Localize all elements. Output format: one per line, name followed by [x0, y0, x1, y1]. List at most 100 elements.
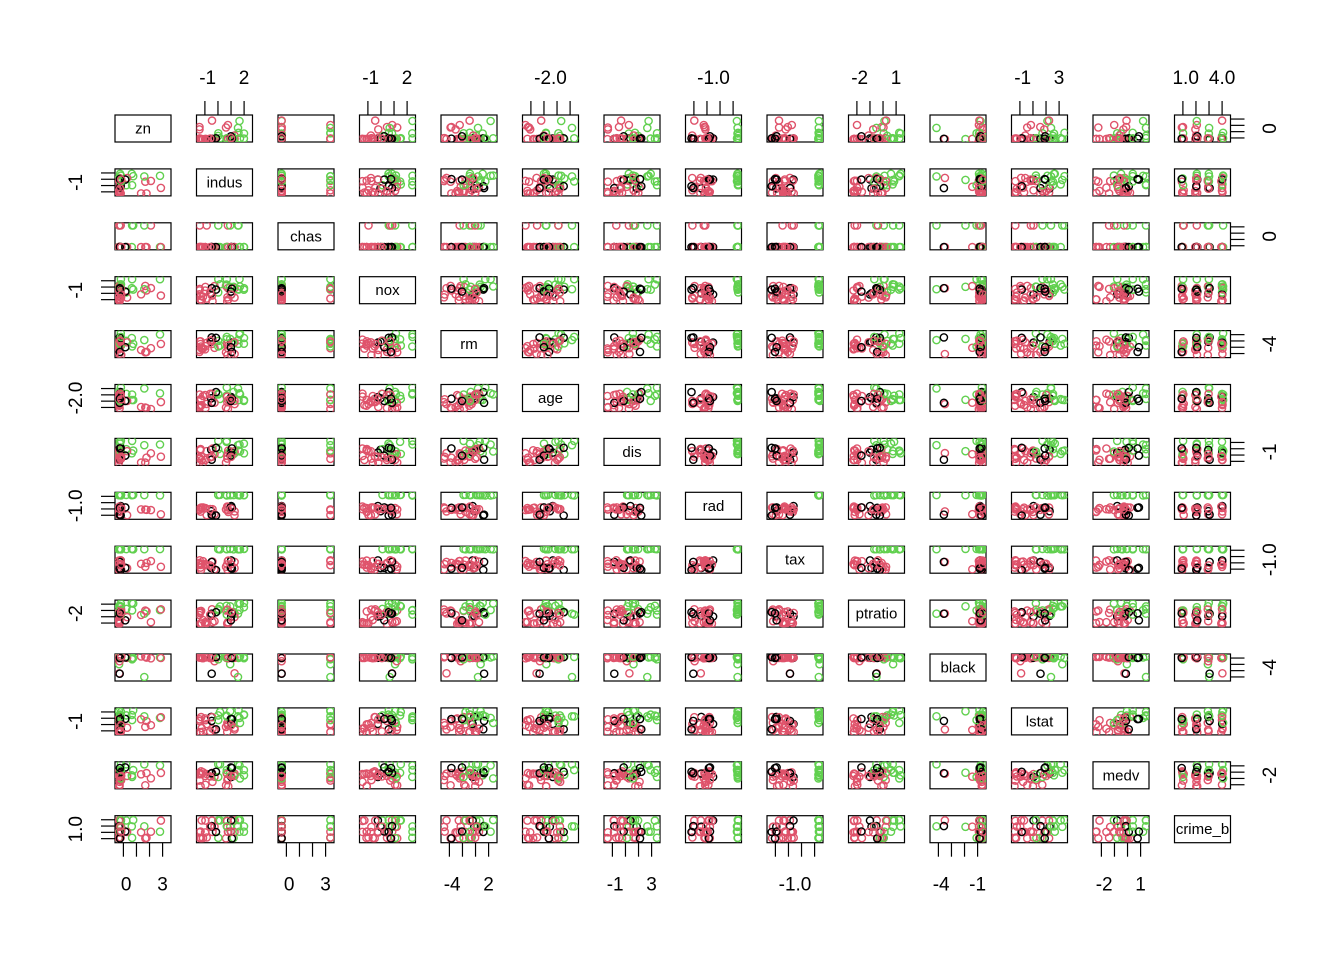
data-point [933, 337, 940, 344]
data-point [157, 184, 164, 191]
data-point [208, 117, 215, 124]
panel-indus-vs-tax [767, 169, 824, 197]
panel-frame [278, 169, 334, 196]
panel-rm-vs-rm: rm [441, 331, 497, 358]
panel-age-vs-chas [278, 384, 334, 413]
variable-label: tax [785, 552, 806, 569]
panel-tax-vs-indus [196, 545, 253, 574]
data-point [853, 121, 860, 128]
panel-tax-vs-zn [115, 545, 171, 574]
data-point [969, 183, 976, 190]
data-point [156, 172, 163, 179]
panel-zn-vs-zn: zn [115, 115, 171, 142]
data-point [941, 350, 948, 357]
panel-rad-vs-dis [604, 491, 661, 519]
data-point [568, 286, 575, 293]
data-point [397, 438, 404, 445]
panel-zn-vs-dis [604, 115, 661, 143]
panel-rm-vs-black [930, 330, 987, 359]
panel-age-vs-zn [115, 384, 171, 413]
panel-dis-vs-medv [1092, 437, 1149, 466]
data-point [490, 448, 497, 455]
data-point [1219, 117, 1226, 124]
data-point [490, 283, 497, 290]
panel-age-vs-crime_b [1175, 384, 1231, 413]
panel-chas-vs-ptratio [849, 222, 905, 251]
panel-frame [278, 438, 334, 465]
panel-rm-vs-medv [1092, 330, 1149, 359]
data-point [487, 117, 494, 124]
panel-dis-vs-tax [767, 437, 824, 466]
data-point [689, 174, 696, 181]
panel-tax-vs-rm [440, 545, 497, 574]
panel-indus-vs-rm [440, 169, 497, 197]
data-point [933, 385, 940, 392]
data-point [1095, 124, 1102, 131]
data-point [688, 389, 695, 396]
data-point [474, 124, 481, 131]
panel-dis-vs-chas [278, 437, 334, 466]
panel-age-vs-medv [1092, 384, 1149, 413]
panel-chas-vs-chas: chas [278, 223, 334, 250]
panel-rad-vs-indus [196, 491, 253, 519]
panel-rm-vs-zn [115, 330, 171, 359]
data-point [969, 511, 976, 518]
panel-dis-vs-rm [440, 437, 497, 466]
panel-chas-vs-nox [359, 222, 416, 251]
panel-zn-vs-nox [359, 115, 416, 143]
data-point [1219, 350, 1226, 357]
data-point [538, 117, 545, 124]
data-point [1134, 348, 1141, 355]
data-point [1111, 121, 1118, 128]
data-point [147, 450, 154, 457]
panel-age-vs-lstat [1011, 384, 1068, 413]
panel-zn-vs-black [930, 115, 987, 143]
data-point [1218, 438, 1225, 445]
panel-rad-vs-chas [278, 491, 334, 519]
data-point [815, 117, 822, 124]
panel-nox-vs-zn [115, 276, 171, 305]
panel-dis-vs-dis: dis [604, 438, 660, 465]
panel-nox-vs-ptratio [849, 276, 905, 305]
data-point [157, 563, 164, 570]
data-point [636, 348, 643, 355]
panel-rm-vs-chas [278, 330, 334, 359]
panel-indus-vs-ptratio [849, 169, 905, 197]
panel-zn-vs-rm [440, 115, 497, 143]
panel-chas-vs-indus [196, 222, 253, 251]
data-point [644, 124, 651, 131]
data-point [466, 117, 473, 124]
panel-chas-vs-rm [440, 222, 497, 251]
panel-age-vs-ptratio [849, 384, 905, 413]
data-point [490, 135, 497, 142]
data-point [618, 117, 625, 124]
panel-zn-vs-medv [1092, 115, 1149, 143]
data-point [733, 117, 740, 124]
panel-frame [278, 546, 334, 573]
panel-nox-vs-medv [1092, 276, 1149, 305]
panel-chas-vs-black [930, 222, 987, 251]
panel-indus-vs-dis [604, 169, 661, 197]
panel-zn-vs-chas [278, 115, 334, 143]
data-point [933, 286, 940, 293]
data-point [157, 453, 164, 460]
variable-label: zn [135, 121, 151, 138]
panel-tax-vs-age [522, 545, 579, 574]
panel-nox-vs-rm [440, 276, 497, 305]
panel-indus-vs-medv [1092, 169, 1149, 197]
panel-age-vs-indus [196, 384, 253, 413]
data-point [480, 566, 487, 573]
panel-dis-vs-age [522, 437, 579, 466]
data-point [775, 117, 782, 124]
panel-rad-vs-tax [767, 491, 824, 519]
panel-indus-vs-black [930, 169, 987, 197]
data-point [1134, 135, 1141, 142]
data-point [962, 335, 969, 342]
panel-indus-vs-indus: indus [197, 169, 253, 196]
panel-dis-vs-black [930, 437, 987, 466]
panel-age-vs-black [930, 384, 987, 413]
panel-rad-vs-ptratio [849, 491, 905, 519]
data-point [1030, 187, 1037, 194]
data-point [940, 334, 947, 341]
